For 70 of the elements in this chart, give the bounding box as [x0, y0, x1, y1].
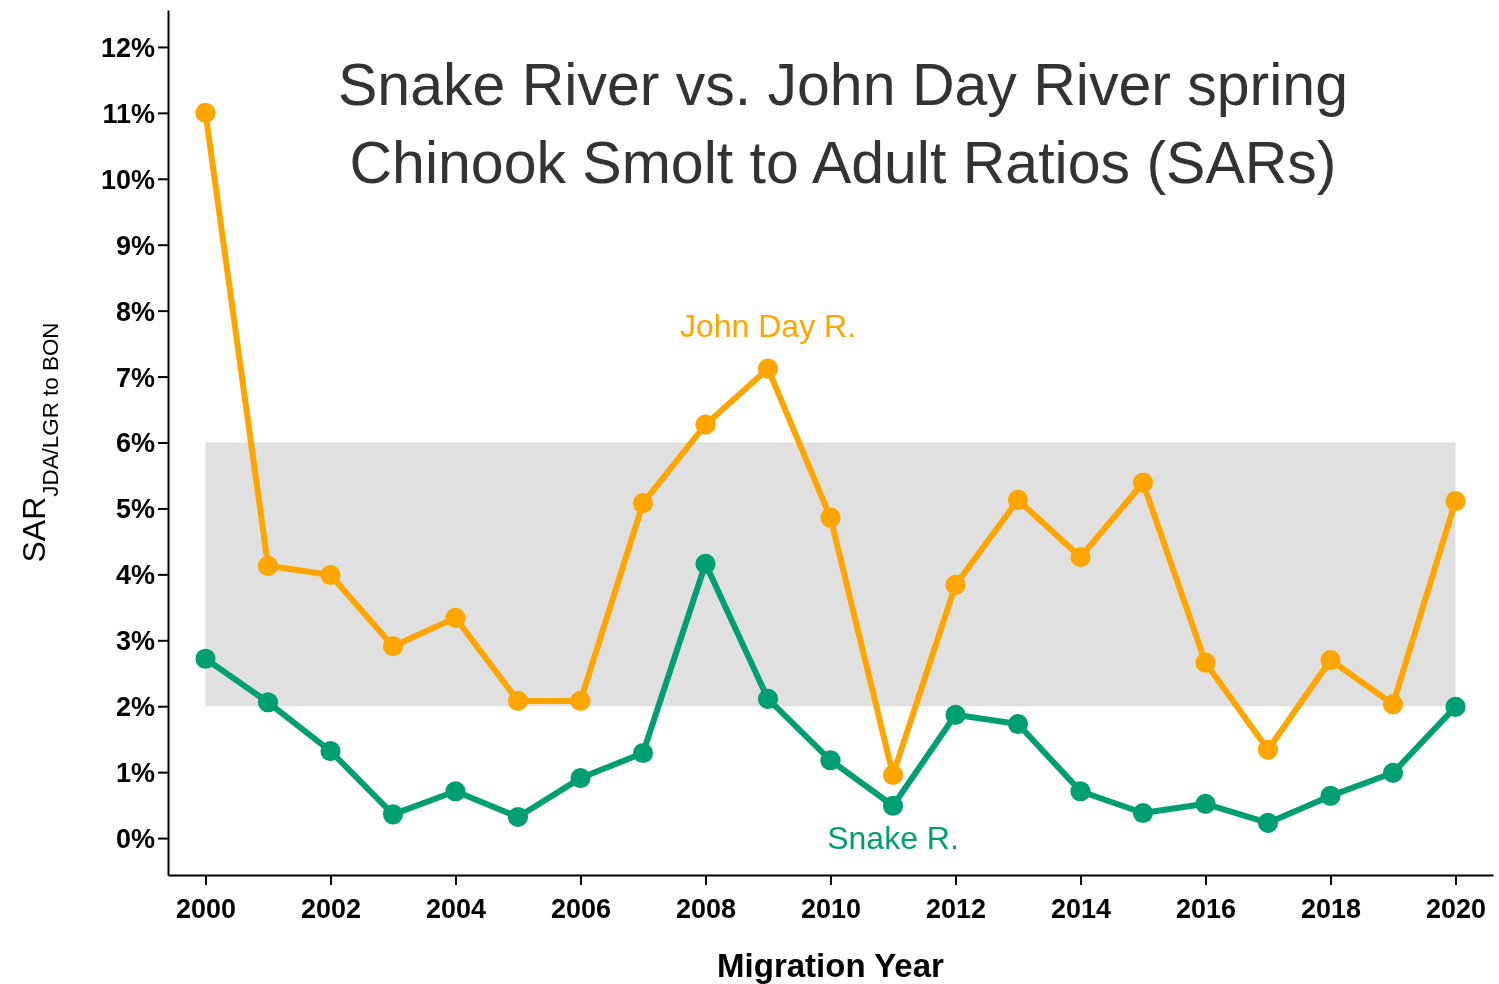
point [195, 648, 216, 669]
x-tick-label: 2000 [175, 893, 237, 924]
y-tick-label: 7% [115, 362, 155, 393]
text: Snake River vs. John Day River spring Chinook Smolt to Adult Ratios (SARs) [338, 52, 1348, 196]
point [1320, 650, 1341, 671]
point [882, 795, 904, 816]
y-tick-label: 0% [115, 824, 155, 855]
point [195, 102, 216, 123]
point [1070, 547, 1091, 568]
point [695, 414, 716, 435]
point [445, 781, 466, 802]
point [1195, 652, 1216, 673]
point [1070, 781, 1091, 802]
point [1382, 762, 1404, 783]
point [757, 688, 779, 710]
point [820, 750, 841, 771]
y-tick-label: 12% [100, 32, 155, 63]
point [945, 574, 966, 595]
point [257, 555, 279, 576]
point [882, 764, 904, 785]
point [1257, 812, 1279, 833]
point [1382, 694, 1404, 715]
x-tick-label: 2002 [300, 893, 362, 924]
point [382, 636, 404, 657]
point [1132, 802, 1154, 824]
series-label: John Day R. [679, 307, 857, 344]
y-tick-label: 5% [115, 494, 155, 525]
point [570, 690, 591, 712]
point [1007, 713, 1029, 735]
y-tick-label: 11% [102, 98, 155, 129]
x-tick-label: 2020 [1425, 893, 1487, 924]
point [507, 806, 529, 828]
point [1132, 472, 1154, 493]
point [445, 607, 466, 628]
x-axis-title: Migration Year [717, 947, 945, 984]
point [1320, 785, 1341, 806]
point [695, 553, 716, 574]
series-label: Snake R. [827, 820, 959, 856]
point [945, 704, 966, 725]
x-tick-label: 2018 [1300, 893, 1362, 924]
point [382, 804, 404, 825]
x-tick-label: 2012 [925, 893, 987, 924]
x-tick-label: 2016 [1175, 893, 1237, 924]
y-tick-label: 3% [115, 626, 155, 657]
point [632, 742, 654, 764]
x-tick-label: 2010 [800, 893, 862, 924]
point [507, 690, 529, 712]
y-tick-label: 8% [115, 296, 155, 327]
x-tick-label: 2004 [425, 893, 487, 924]
y-tick-label: 9% [115, 230, 155, 261]
point [1007, 489, 1029, 510]
point [757, 358, 779, 379]
point [570, 768, 591, 789]
y-tick-label: 10% [100, 164, 155, 195]
y-tick-label: 1% [115, 758, 155, 789]
point [1445, 696, 1466, 717]
x-tick-label: 2014 [1050, 893, 1112, 924]
point [320, 564, 341, 586]
x-tick-label: 2006 [550, 893, 612, 924]
point [257, 692, 279, 713]
point [1445, 491, 1466, 512]
point [820, 507, 841, 528]
y-tick-label: 4% [115, 560, 155, 591]
y-tick-label: 6% [115, 428, 155, 459]
x-tick-label: 2008 [675, 893, 737, 924]
point [1257, 739, 1279, 760]
point [320, 740, 341, 762]
point [632, 493, 654, 514]
point [1195, 793, 1216, 814]
y-tick-label: 2% [115, 692, 155, 723]
